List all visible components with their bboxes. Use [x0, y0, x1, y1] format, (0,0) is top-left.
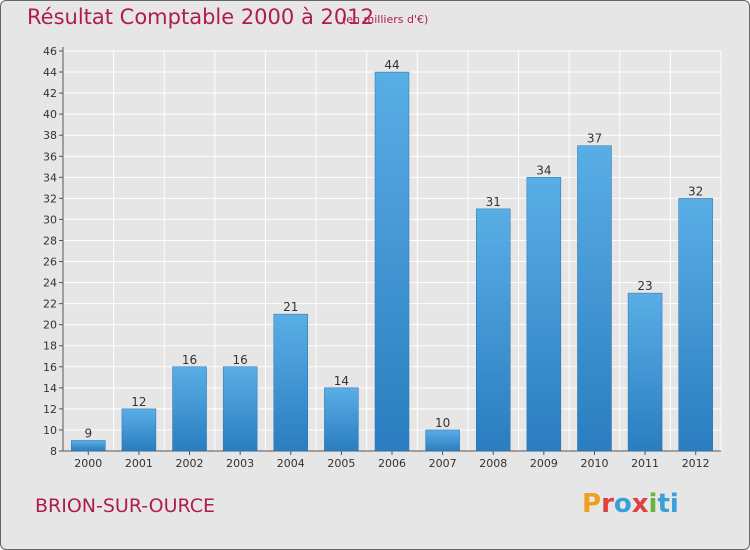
x-tick-label-2000: 2000 [74, 457, 102, 470]
x-tick-label-2004: 2004 [277, 457, 305, 470]
y-tick-label: 8 [50, 445, 57, 458]
value-label-2010: 37 [587, 132, 602, 146]
bar-2003 [222, 366, 258, 452]
y-tick-label: 46 [43, 45, 57, 58]
y-tick-label: 24 [43, 277, 57, 290]
y-tick-label: 36 [43, 150, 57, 163]
bar-2005 [324, 387, 359, 452]
value-label-2004: 21 [283, 300, 298, 314]
y-tick-label: 26 [43, 256, 57, 269]
bar-2001 [121, 408, 157, 452]
value-label-2011: 23 [637, 279, 652, 293]
y-tick-label: 28 [43, 234, 57, 247]
bar-2004 [273, 313, 309, 452]
x-tick-label-2002: 2002 [176, 457, 204, 470]
y-tick-label: 30 [43, 213, 57, 226]
x-tick-label-2007: 2007 [429, 457, 457, 470]
value-label-2000: 9 [84, 426, 92, 440]
commune-name: BRION-SUR-OURCE [35, 495, 216, 517]
bar-2007 [425, 429, 460, 452]
bar-2000 [71, 440, 106, 452]
bar-2011 [627, 292, 663, 452]
y-tick-label: 38 [43, 129, 57, 142]
bar-2008 [475, 208, 511, 452]
value-label-2008: 31 [486, 195, 501, 209]
y-tick-label: 18 [43, 340, 57, 353]
y-tick-label: 14 [43, 382, 57, 395]
x-tick-label-2011: 2011 [631, 457, 659, 470]
value-label-2003: 16 [233, 353, 248, 367]
proxiti-logo: Proxiti [582, 489, 679, 519]
chart-title: Résultat Comptable 2000 à 2012 [27, 5, 374, 29]
x-tick-label-2006: 2006 [378, 457, 406, 470]
x-tick-label-2003: 2003 [226, 457, 254, 470]
chart-subtitle: (en milliers d'€) [342, 13, 429, 26]
value-label-2005: 14 [334, 374, 349, 388]
x-tick-label-2012: 2012 [682, 457, 710, 470]
value-label-2006: 44 [384, 58, 399, 72]
y-tick-label: 32 [43, 192, 57, 205]
bar-2002 [172, 366, 207, 452]
y-tick-label: 16 [43, 361, 57, 374]
y-tick-label: 12 [43, 403, 57, 416]
bar-2006 [374, 71, 410, 452]
x-tick-label-2005: 2005 [327, 457, 355, 470]
bar-2010 [577, 145, 612, 452]
value-label-2001: 12 [131, 395, 146, 409]
y-tick-label: 22 [43, 298, 57, 311]
x-tick-label-2001: 2001 [125, 457, 153, 470]
y-tick-label: 44 [43, 66, 57, 79]
y-tick-label: 40 [43, 108, 57, 121]
y-tick-label: 10 [43, 424, 57, 437]
x-tick-label-2008: 2008 [479, 457, 507, 470]
y-tick-label: 42 [43, 87, 57, 100]
bar-2009 [526, 177, 562, 452]
x-tick-label-2010: 2010 [580, 457, 608, 470]
value-label-2009: 34 [536, 163, 551, 177]
y-tick-label: 20 [43, 319, 57, 332]
value-label-2002: 16 [182, 353, 197, 367]
y-tick-label: 34 [43, 171, 57, 184]
value-label-2007: 10 [435, 416, 450, 430]
x-tick-label-2009: 2009 [530, 457, 558, 470]
bar-2012 [678, 198, 713, 452]
value-label-2012: 32 [688, 184, 703, 198]
